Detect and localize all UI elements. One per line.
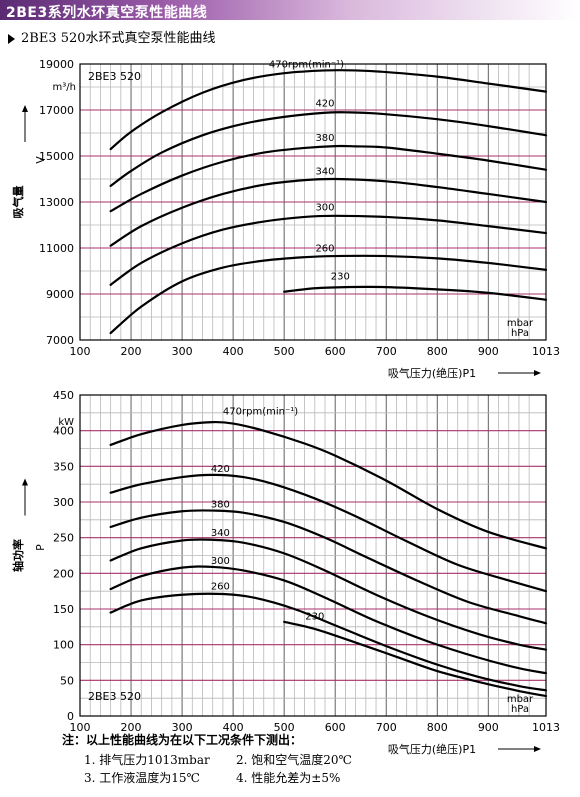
- y-tick-label: 0: [67, 710, 74, 723]
- y-tick-label: 300: [53, 496, 74, 509]
- series-line: [109, 538, 548, 651]
- series-label: 300: [315, 203, 334, 214]
- triangle-bullet-icon: [8, 33, 15, 44]
- series-line: [109, 473, 548, 593]
- x-tick-label: 900: [478, 721, 499, 734]
- x-axis-arrowhead-icon: [534, 370, 541, 376]
- series-label: 300: [211, 556, 230, 567]
- x-tick-label: 400: [223, 721, 244, 734]
- series-line: [109, 565, 548, 675]
- series-line: [109, 69, 548, 151]
- series-line: [109, 144, 548, 213]
- x-unit-label: mbar: [507, 694, 534, 705]
- x-axis-label: 吸气压力(绝压)P1: [388, 366, 476, 380]
- x-tick-label: 700: [376, 721, 397, 734]
- y-tick-label: 400: [53, 425, 74, 438]
- test-conditions-notes: 注：以上性能曲线为在以下工况条件下测出： 1. 排气压力1013mbar 2. …: [62, 731, 388, 787]
- series-line: [109, 592, 548, 692]
- series-line: [109, 214, 548, 286]
- x-tick-label: 200: [121, 345, 142, 358]
- x-tick-label: 600: [325, 721, 346, 734]
- y-tick-label: 100: [53, 639, 74, 652]
- x-tick-label: 500: [274, 721, 295, 734]
- series-label: 260: [211, 582, 230, 593]
- series-label: 470rpm(min⁻¹): [269, 59, 344, 70]
- x-tick-label: 200: [121, 721, 142, 734]
- x-tick-label: 1013: [532, 345, 560, 358]
- x-unit-label: hPa: [511, 704, 529, 715]
- y-tick-label: 7000: [46, 334, 74, 347]
- y-axis-symbol: P: [34, 544, 47, 551]
- x-tick-label: 300: [172, 345, 193, 358]
- y-unit-label: kW: [58, 417, 74, 428]
- y-tick-label: 9000: [46, 288, 74, 301]
- y-tick-label: 450: [53, 389, 74, 402]
- y-axis-arrowhead-icon: [22, 105, 28, 112]
- y-axis-arrowhead-icon: [22, 478, 28, 486]
- series-label: 470rpm(min⁻¹): [223, 406, 298, 417]
- note-item: 2. 饱和空气温度20℃: [236, 753, 352, 767]
- x-tick-label: 700: [376, 345, 397, 358]
- note-item: 3. 工作液温度为15℃: [84, 771, 200, 785]
- series-label: 340: [211, 528, 230, 539]
- series-line: [283, 620, 548, 698]
- series-label: 380: [211, 500, 230, 511]
- y-tick-label: 13000: [39, 196, 74, 209]
- banner-title: 2BE3系列水环真空泵性能曲线: [6, 5, 208, 21]
- x-tick-label: 100: [70, 721, 91, 734]
- series-label: 380: [315, 133, 334, 144]
- series-label: 420: [211, 464, 230, 475]
- series-line: [109, 111, 548, 187]
- series-label: 260: [315, 243, 334, 254]
- x-tick-label: 800: [427, 721, 448, 734]
- x-tick-label: 400: [223, 345, 244, 358]
- y-tick-label: 350: [53, 460, 74, 473]
- note-item: 4. 性能允差为±5%: [236, 771, 341, 785]
- x-tick-label: 100: [70, 345, 91, 358]
- note-item: 1. 排气压力1013mbar: [84, 753, 210, 767]
- series-line: [283, 285, 548, 301]
- plot-border: [79, 394, 547, 717]
- model-label: 2BE3 520: [88, 690, 141, 703]
- x-unit-label: hPa: [511, 328, 529, 339]
- series-label: 230: [305, 612, 324, 623]
- subtitle-text: 2BE3 520水环式真空泵性能曲线: [21, 31, 216, 46]
- y-tick-label: 150: [53, 603, 74, 616]
- chart-subtitle: 2BE3 520水环式真空泵性能曲线: [8, 27, 216, 46]
- series-label: 420: [315, 99, 334, 110]
- x-tick-label: 1013: [532, 721, 560, 734]
- y-tick-label: 50: [60, 674, 74, 687]
- x-tick-label: 300: [172, 721, 193, 734]
- y-tick-label: 19000: [39, 58, 74, 71]
- x-unit-label: mbar: [507, 318, 534, 329]
- y-axis-label: 轴功率: [11, 539, 25, 572]
- y-tick-label: 200: [53, 567, 74, 580]
- x-tick-label: 500: [274, 345, 295, 358]
- y-tick-label: 11000: [39, 242, 74, 255]
- y-axis-label: 吸气量: [11, 186, 25, 219]
- header-banner: 2BE3系列水环真空泵性能曲线: [0, 0, 580, 21]
- y-tick-label: 250: [53, 532, 74, 545]
- series-line: [109, 420, 548, 550]
- series-line: [109, 177, 548, 247]
- series-label: 230: [331, 272, 350, 283]
- x-tick-label: 900: [478, 345, 499, 358]
- series-line: [109, 509, 548, 625]
- series-label: 340: [315, 166, 334, 177]
- x-tick-label: 800: [427, 345, 448, 358]
- x-axis-label: 吸气压力(绝压)P1: [388, 742, 476, 756]
- y-tick-label: 17000: [39, 104, 74, 117]
- x-axis-arrowhead-icon: [534, 746, 541, 752]
- model-label: 2BE3 520: [88, 70, 141, 83]
- y-tick-label: 15000: [39, 150, 74, 163]
- series-line: [109, 254, 548, 335]
- y-unit-label: m³/h: [53, 82, 76, 93]
- x-tick-label: 600: [325, 345, 346, 358]
- y-axis-symbol: V: [34, 156, 47, 164]
- notes-header: 注：以上性能曲线为在以下工况条件下测出：: [62, 733, 303, 747]
